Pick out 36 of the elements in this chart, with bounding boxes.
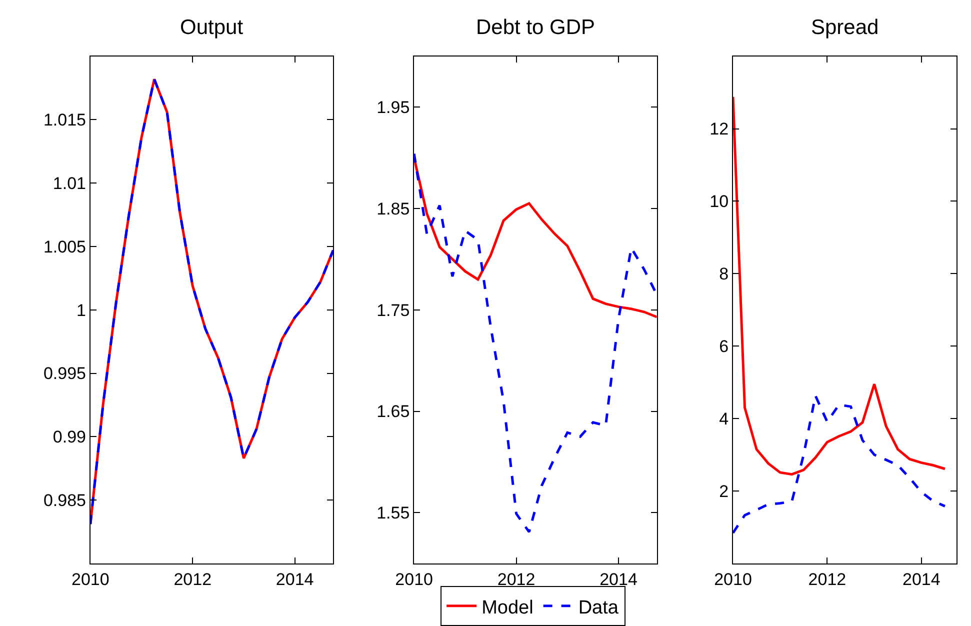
x-tick-label: 2014 [902,570,940,589]
y-tick-label: 12 [710,120,729,139]
line-series [414,152,657,534]
legend-label: Model [482,597,534,618]
x-tick-label: 2012 [174,570,212,589]
y-tick-label: 4 [719,409,729,428]
x-tick-label: 2012 [497,570,536,589]
chart-title: Spread [811,16,879,39]
y-tick-label: 0.985 [43,490,86,510]
y-tick-label: 1.75 [376,300,410,320]
y-tick-label: 1.005 [43,237,86,256]
x-tick-label: 2010 [71,570,110,589]
y-tick-label: 1 [76,300,86,320]
y-tick-label: 2 [719,482,729,501]
x-tick-label: 2010 [395,570,433,589]
y-tick-label: 1.55 [376,504,410,523]
line-series [733,96,946,476]
y-tick-label: 0.995 [43,364,86,384]
line-series [733,394,946,534]
legend-label: Data [578,597,619,618]
x-tick-label: 2010 [714,570,752,589]
y-tick-label: 8 [719,264,729,284]
y-tick-label: 0.99 [52,428,86,447]
chart-title: Debt to GDP [476,16,596,39]
y-tick-label: 10 [710,192,729,212]
y-tick-label: 1.01 [52,174,86,194]
x-tick-label: 2014 [600,570,638,589]
y-tick-label: 6 [719,337,729,356]
x-tick-label: 2014 [276,570,314,589]
y-tick-label: 1.65 [376,402,410,422]
line-series [90,78,334,526]
y-tick-label: 1.95 [376,98,410,117]
y-tick-label: 1.015 [43,110,86,130]
chart-title: Output [180,16,244,39]
x-tick-label: 2012 [808,570,846,589]
y-tick-label: 1.85 [376,199,410,218]
